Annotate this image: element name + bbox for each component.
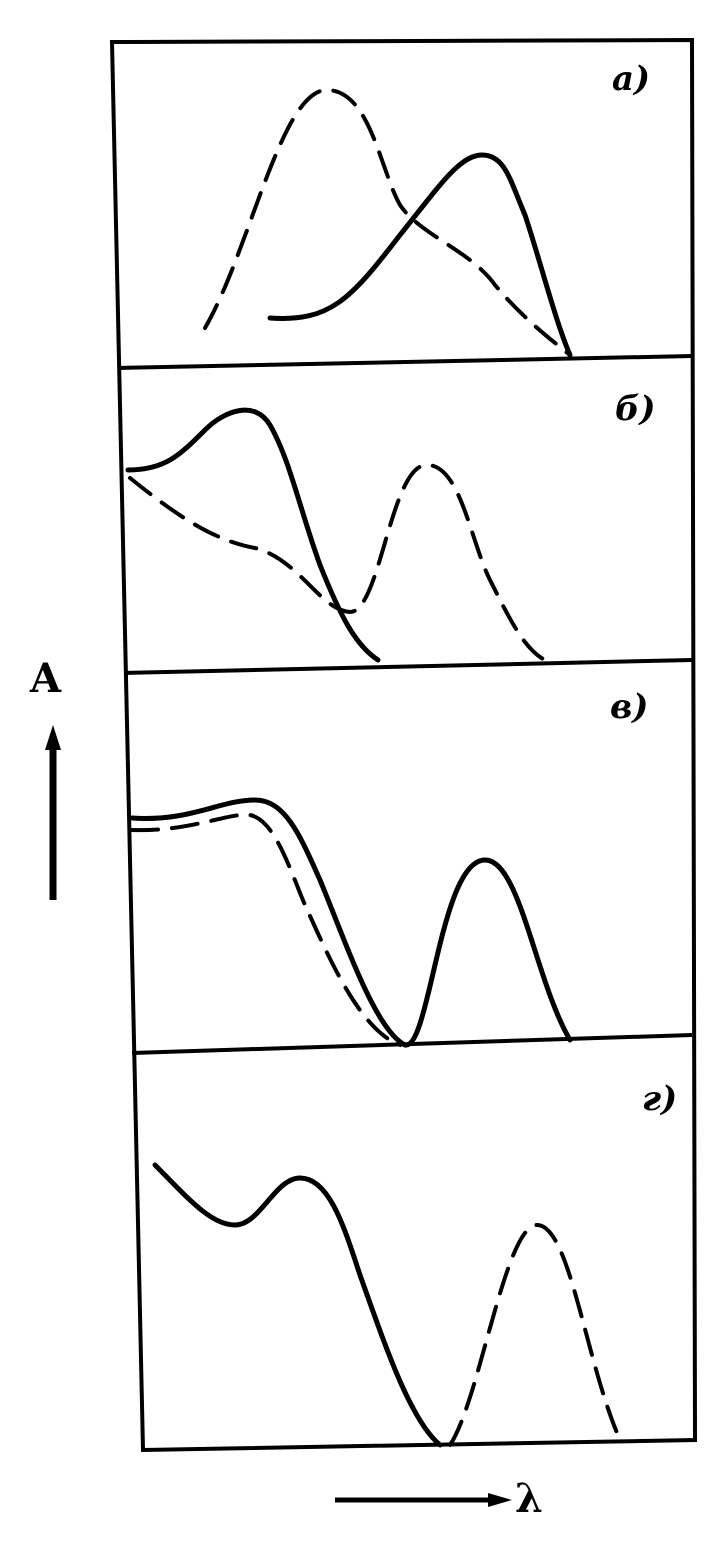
- solid-curve: [267, 152, 573, 358]
- panel-divider: [117, 354, 693, 370]
- panel-label: б): [615, 389, 656, 429]
- dashed-curve: [130, 812, 402, 1047]
- x-axis-label: λ: [515, 1475, 543, 1522]
- solid-curve: [125, 407, 381, 663]
- y-arrowhead: [45, 725, 61, 750]
- panel-label: в): [610, 687, 648, 727]
- solid-curve: [129, 797, 573, 1048]
- frame: [109, 37, 698, 1453]
- panel-label: а): [612, 59, 650, 99]
- x-arrowhead: [488, 1493, 512, 1507]
- y-axis-label: A: [29, 655, 62, 702]
- panel-label: г): [642, 1079, 677, 1119]
- dashed-curve: [128, 462, 547, 662]
- outer-frame: [109, 37, 698, 1453]
- panel-divider: [123, 658, 693, 675]
- dashed-curve: [448, 1222, 622, 1447]
- dashed-curve: [203, 87, 572, 357]
- solid-curve: [152, 1162, 443, 1448]
